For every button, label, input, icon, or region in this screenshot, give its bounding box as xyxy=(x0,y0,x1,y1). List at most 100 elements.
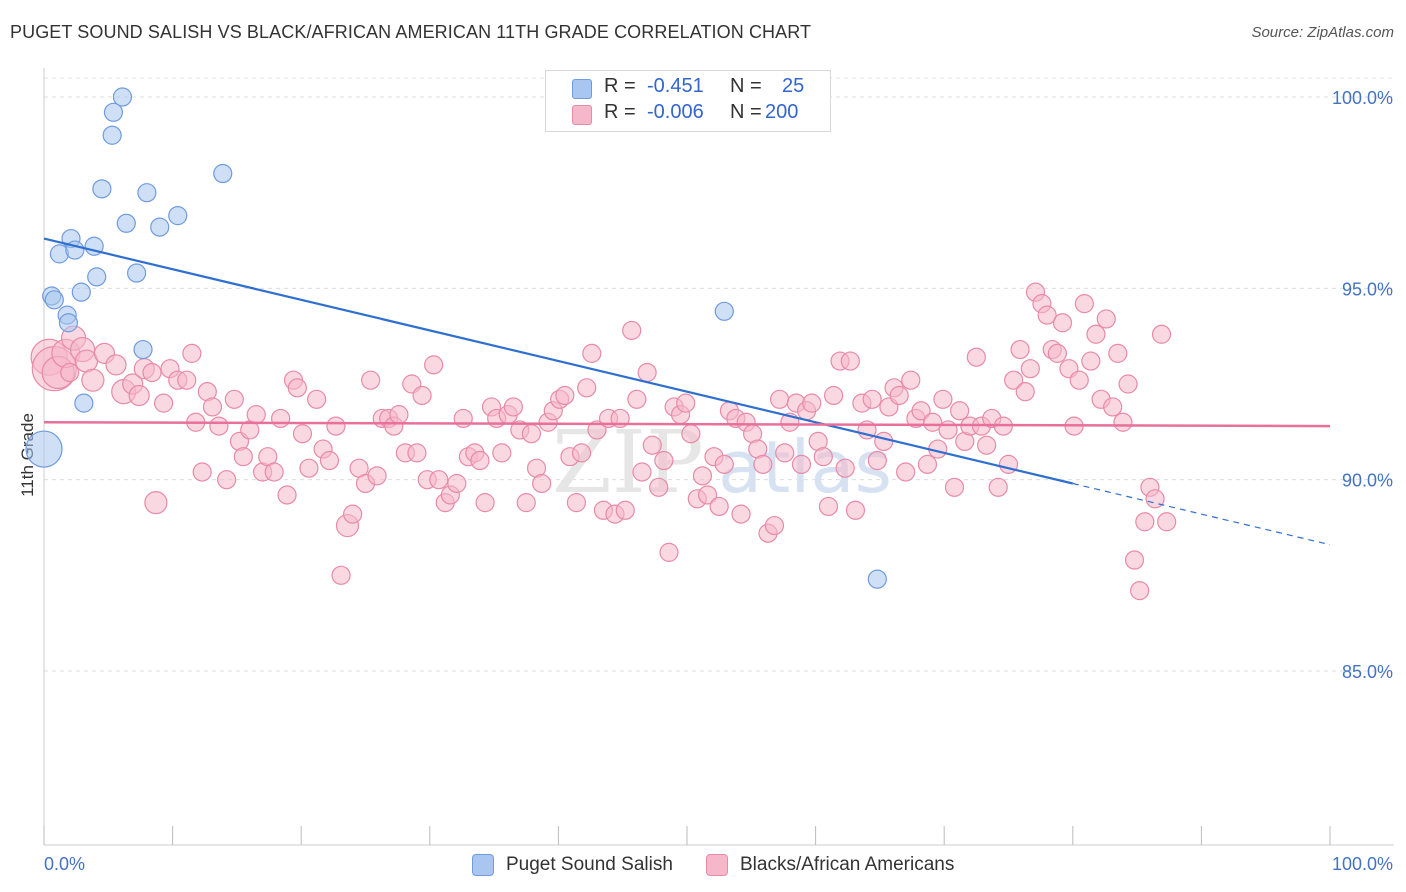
blacks-point-183 xyxy=(1096,309,1116,329)
blacks-point-35 xyxy=(271,408,291,429)
blacks-point-98 xyxy=(632,462,652,482)
salish-point-4 xyxy=(92,179,112,199)
blacks-point-147 xyxy=(901,370,921,390)
salish-point-14 xyxy=(87,267,107,287)
blacks-point-129 xyxy=(802,393,822,413)
blacks-point-131 xyxy=(813,447,833,467)
blacks-point-155 xyxy=(944,477,965,497)
blacks-point-15 xyxy=(144,491,168,515)
blacks-point-90 xyxy=(587,420,607,440)
legend-n-label: N = xyxy=(730,101,762,123)
blacks-point-41 xyxy=(307,389,327,409)
blacks-point-132 xyxy=(818,496,839,517)
blacks-point-44 xyxy=(326,416,346,436)
blacks-point-95 xyxy=(615,500,635,520)
x-tick-label-min: 0.0% xyxy=(44,854,85,874)
blacks-point-166 xyxy=(1004,370,1024,390)
salish-point-21 xyxy=(133,339,153,360)
bottom-legend-swatch-salish xyxy=(472,854,494,876)
blacks-point-120 xyxy=(753,454,773,474)
series-salish-points xyxy=(25,87,887,589)
blacks-point-22 xyxy=(192,462,212,482)
blacks-point-174 xyxy=(1047,343,1067,363)
blacks-point-97 xyxy=(627,389,647,409)
blacks-point-27 xyxy=(224,389,244,409)
trend-lines xyxy=(43,237,1331,546)
blacks-point-86 xyxy=(566,493,587,513)
blacks-point-190 xyxy=(1135,512,1155,532)
blacks-point-187 xyxy=(1118,374,1138,394)
legend-n-value: 200 xyxy=(765,101,799,123)
blacks-point-106 xyxy=(676,393,696,413)
blacks-point-69 xyxy=(470,450,490,471)
legend-r-label: R = xyxy=(604,101,636,123)
blacks-point-109 xyxy=(692,466,713,486)
blacks-point-14 xyxy=(142,362,162,383)
blacks-point-146 xyxy=(896,462,916,482)
blacks-point-75 xyxy=(503,397,523,417)
blacks-point-59 xyxy=(412,385,432,406)
salish-point-7 xyxy=(168,206,188,226)
blacks-point-151 xyxy=(923,412,943,432)
blacks-point-34 xyxy=(264,462,284,482)
blacks-point-192 xyxy=(1145,489,1165,509)
blacks-point-135 xyxy=(835,458,855,478)
chart-title: PUGET SOUND SALISH VS BLACK/AFRICAN AMER… xyxy=(10,22,812,42)
blacks-point-62 xyxy=(429,470,449,490)
blacks-point-186 xyxy=(1113,412,1133,432)
blacks-point-189 xyxy=(1130,581,1150,601)
blacks-point-26 xyxy=(217,470,237,490)
blacks-point-100 xyxy=(642,435,662,455)
salish-point-20 xyxy=(714,301,734,321)
x-tick-label-max: 100.0% xyxy=(1332,854,1393,874)
blacks-trend-line xyxy=(43,421,1331,428)
salish-point-8 xyxy=(150,217,170,237)
blacks-point-194 xyxy=(1157,512,1177,532)
legend-r-value: -0.006 xyxy=(647,101,704,123)
blacks-point-9 xyxy=(105,354,127,376)
blacks-point-175 xyxy=(1052,313,1073,333)
blacks-point-40 xyxy=(299,458,319,478)
salish-point-2 xyxy=(102,125,122,145)
blacks-point-142 xyxy=(874,431,894,451)
legend-r-label: R = xyxy=(604,75,636,97)
legend-n-label: N = xyxy=(730,75,762,97)
blacks-point-58 xyxy=(407,443,427,463)
blacks-point-87 xyxy=(571,443,592,463)
salish-trend-extension xyxy=(1072,482,1331,546)
blacks-point-50 xyxy=(361,370,381,390)
blacks-point-19 xyxy=(177,370,197,390)
blacks-point-169 xyxy=(1020,359,1040,379)
salish-point-3 xyxy=(213,163,233,184)
blacks-point-12 xyxy=(128,384,150,407)
legend-n-value: 25 xyxy=(782,75,805,97)
salish-trend-line xyxy=(43,237,1074,485)
blacks-point-110 xyxy=(697,485,718,505)
salish-point-19 xyxy=(58,313,79,333)
blacks-point-163 xyxy=(988,477,1008,497)
blacks-point-184 xyxy=(1103,397,1123,417)
blacks-point-150 xyxy=(917,454,938,474)
salish-point-22 xyxy=(25,430,63,468)
blacks-point-38 xyxy=(287,378,307,398)
bottom-legend-blacks: Blacks/African Americans xyxy=(706,852,954,878)
salish-point-16 xyxy=(71,282,91,302)
blacks-point-168 xyxy=(1015,382,1035,402)
blacks-point-96 xyxy=(622,320,642,341)
blacks-point-36 xyxy=(277,485,297,505)
blacks-point-159 xyxy=(966,347,986,367)
blacks-point-80 xyxy=(532,473,552,494)
blacks-point-133 xyxy=(824,385,844,406)
blacks-point-178 xyxy=(1069,370,1089,390)
source-label: Source: ZipAtlas.com xyxy=(1251,24,1394,41)
blacks-point-188 xyxy=(1124,550,1145,570)
correlation-legend: R = -0.451 N = 25 R = -0.006 N = 200 xyxy=(545,70,831,132)
blacks-point-7 xyxy=(81,368,105,392)
blacks-point-24 xyxy=(202,397,223,417)
blacks-point-43 xyxy=(319,450,340,471)
legend-swatch-salish xyxy=(572,79,592,99)
blacks-point-181 xyxy=(1086,324,1106,344)
blacks-point-84 xyxy=(555,385,575,406)
blacks-point-153 xyxy=(933,389,953,409)
